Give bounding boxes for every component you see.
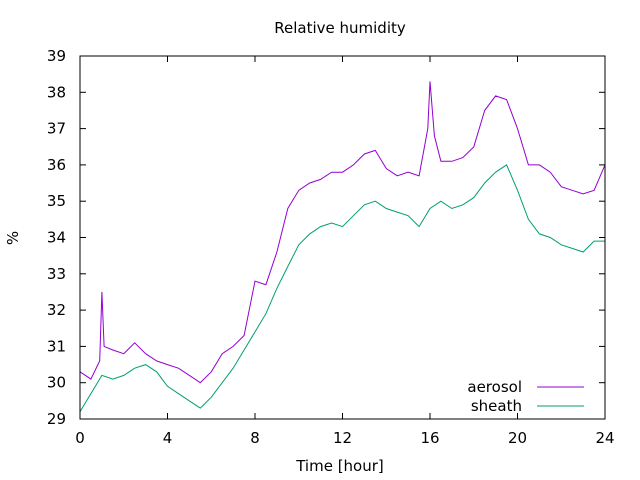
x-tick-label: 12	[333, 429, 352, 447]
y-tick-label: 37	[47, 120, 66, 138]
y-tick-label: 34	[47, 229, 66, 247]
legend-label-sheath: sheath	[471, 397, 522, 415]
legend-label-aerosol: aerosol	[467, 378, 522, 396]
x-tick-label: 16	[420, 429, 439, 447]
x-tick-label: 8	[250, 429, 260, 447]
y-axis-label: %	[4, 231, 22, 245]
y-tick-label: 36	[47, 156, 66, 174]
chart-title: Relative humidity	[274, 19, 406, 37]
sheath-series-line	[79, 164, 605, 412]
x-tick-label: 0	[75, 429, 85, 447]
x-axis-label: Time [hour]	[295, 457, 384, 475]
plot-area	[79, 81, 606, 412]
y-tick-label: 29	[47, 410, 66, 428]
y-tick-label: 35	[47, 192, 66, 210]
axes: 0 4 8 12 16 20 24 29 30 31 32 33 34 35 36 37 38 39	[47, 47, 615, 447]
x-tick-label: 20	[508, 429, 527, 447]
y-tick-label: 38	[47, 83, 66, 101]
y-tick-label: 39	[47, 47, 66, 65]
x-tick-label: 4	[163, 429, 173, 447]
y-tick-label: 32	[47, 301, 66, 319]
y-tick-label: 31	[47, 337, 66, 355]
aerosol-series-line	[79, 81, 606, 384]
y-tick-label: 30	[47, 374, 66, 392]
y-tick-label: 33	[47, 265, 66, 283]
x-tick-label: 24	[595, 429, 614, 447]
